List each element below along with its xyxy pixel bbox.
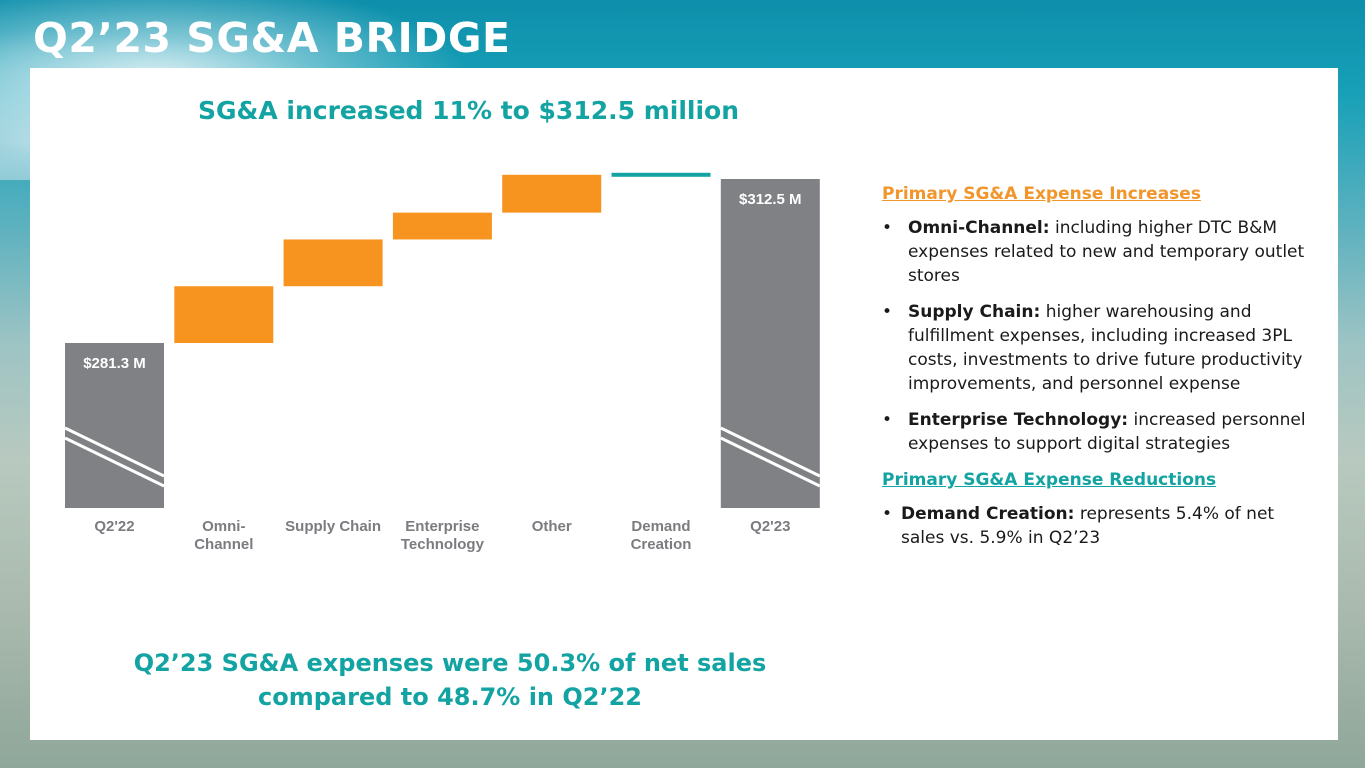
content-card: SG&A increased 11% to $312.5 million $28… [30,68,1338,740]
axis-break-line [720,426,821,478]
increases-heading: Primary SG&A Expense Increases [882,184,1201,204]
increase-item-text: higher warehousing and fulfillment expen… [908,302,1303,394]
increase-item: • Enterprise Technology: increased perso… [882,408,1322,456]
reduction-item: • Demand Creation: represents 5.4% of ne… [882,502,1322,550]
reduction-item-title: Demand Creation: [901,504,1075,524]
bullet-icon: • [882,504,893,524]
waterfall-chart: $281.3 M Q2'22 Omni-Channel Supply Chain Ent… [64,172,821,553]
category-label: Q2'22 [94,518,134,535]
category-label: Other [532,518,572,535]
category-label: Omni-Channel [194,518,253,553]
increase-item-title: Enterprise Technology: [908,410,1129,430]
bar-total [720,179,820,508]
bar-value-label: $312.5 M [739,191,802,208]
bullet-icon: • [882,302,893,322]
reduction-item-text: represents 5.4% of net sales vs. 5.9% in… [901,504,1275,548]
increase-item: • Omni-Channel: including higher DTC B&M… [882,216,1322,288]
increase-item-text: including higher DTC B&M expenses relate… [908,218,1305,286]
axis-break-line [720,436,821,488]
bar-value-label: $281.3 M [83,355,146,372]
reductions-heading: Primary SG&A Expense Reductions [882,470,1217,490]
slide-title: Q2’23 SG&A BRIDGE [33,14,511,62]
bullet-icon: • [882,218,893,238]
bar-total [65,343,164,508]
chart-headline: SG&A increased 11% to $312.5 million [198,96,740,125]
category-label: Demand Creation [631,518,692,553]
bar-decrease [611,172,711,177]
bar-increase [174,286,274,343]
increase-item-title: Omni-Channel: [908,218,1050,238]
commentary-panel: Primary SG&A Expense Increases • Omni-Ch… [882,182,1322,562]
category-label: Q2'23 [750,518,790,535]
axis-break-line [64,436,165,488]
increase-item-text: increased personnel expenses to support … [908,410,1306,454]
category-label: Enterprise Technology [401,518,485,553]
footer-note: Q2’23 SG&A expenses were 50.3% of net sa… [130,646,770,714]
axis-break-line [64,426,165,478]
footer-line-2: compared to 48.7% in Q2’22 [258,683,642,711]
bullet-icon: • [882,410,893,430]
bar-increase [392,212,492,240]
category-label: Supply Chain [285,518,381,535]
increase-item: • Supply Chain: higher warehousing and f… [882,300,1322,396]
bar-increase [502,174,602,213]
footer-line-1: Q2’23 SG&A expenses were 50.3% of net sa… [133,649,767,677]
bar-increase [283,239,383,287]
increase-item-title: Supply Chain: [908,302,1041,322]
